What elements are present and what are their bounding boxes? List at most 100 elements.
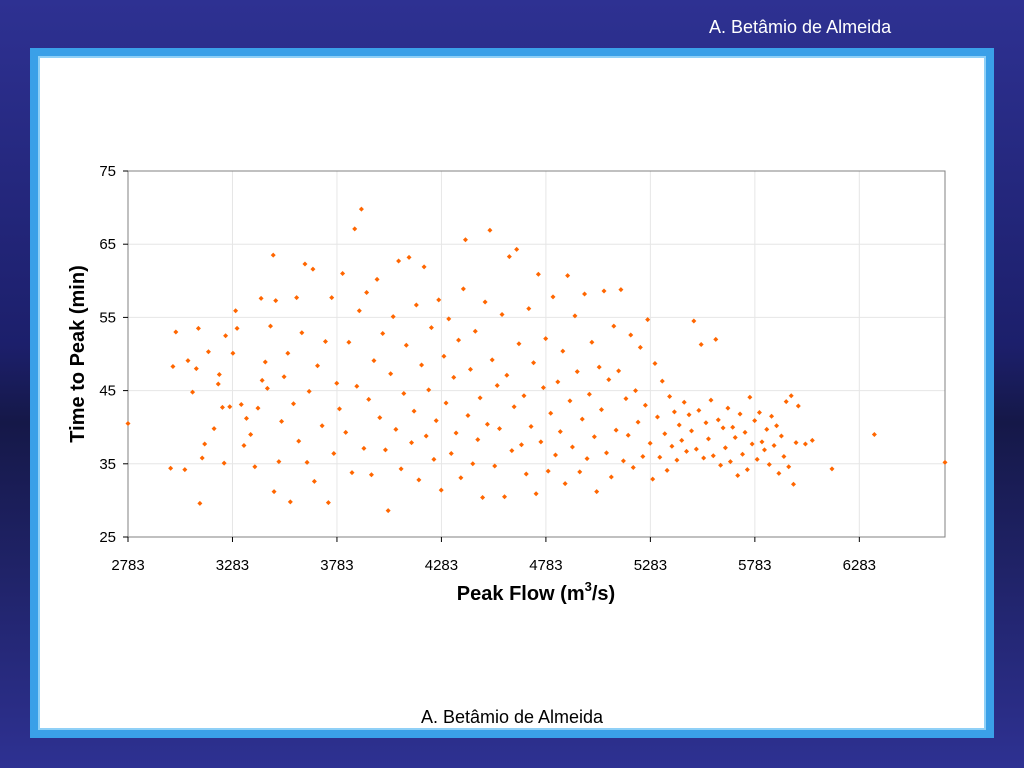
data-point <box>366 396 372 402</box>
data-point <box>234 325 240 331</box>
data-point <box>216 371 222 377</box>
data-point <box>640 453 646 459</box>
data-point <box>647 440 653 446</box>
data-point <box>538 439 544 445</box>
data-point <box>783 399 789 405</box>
data-point <box>185 358 191 364</box>
data-point <box>691 318 697 324</box>
data-point <box>287 499 293 505</box>
data-point <box>310 266 316 272</box>
data-point <box>230 350 236 356</box>
data-point <box>628 332 634 338</box>
data-point <box>197 500 203 506</box>
data-point <box>618 287 624 293</box>
data-point <box>499 311 505 317</box>
data-point <box>506 254 512 260</box>
axis-ticks: 25 35 45 55 65 75 2783 3283 3783 4283 4783 5283 5783… <box>99 163 876 574</box>
data-point <box>388 371 394 377</box>
data-point <box>594 489 600 495</box>
data-point <box>565 273 571 279</box>
data-point <box>273 298 279 304</box>
y-axis-label: Time to Peak (min) <box>67 265 89 442</box>
data-point <box>258 295 264 301</box>
data-point <box>725 405 731 411</box>
data-point <box>382 447 388 453</box>
data-point <box>492 463 498 469</box>
data-point <box>623 396 629 402</box>
x-tick-label: 6283 <box>843 557 876 574</box>
data-point <box>268 323 274 329</box>
data-point <box>553 452 559 458</box>
data-point <box>472 328 478 334</box>
data-point <box>684 448 690 454</box>
data-point <box>786 464 792 470</box>
data-point <box>475 437 481 443</box>
data-point <box>285 350 291 356</box>
data-point <box>443 400 449 406</box>
data-point <box>241 443 247 448</box>
data-point <box>223 333 229 339</box>
data-point <box>708 397 714 403</box>
data-point <box>477 395 483 401</box>
data-point <box>635 419 641 425</box>
data-point <box>676 422 682 428</box>
data-point <box>776 470 782 476</box>
data-point <box>421 264 427 270</box>
data-point <box>290 401 296 407</box>
data-point <box>306 388 312 394</box>
data-point <box>393 426 399 432</box>
data-point <box>669 443 675 449</box>
data-point <box>756 410 762 416</box>
data-point <box>480 494 486 500</box>
data-point <box>642 402 648 408</box>
x-axis-label: Peak Flow (m3/s) <box>457 579 615 605</box>
data-point <box>460 286 466 292</box>
data-point <box>523 471 529 477</box>
data-point <box>346 339 352 345</box>
data-point <box>377 415 383 421</box>
data-point <box>271 489 277 495</box>
data-point <box>637 344 643 350</box>
data-point <box>720 425 726 431</box>
data-point <box>374 276 380 282</box>
data-point <box>304 459 310 465</box>
y-tick-label: 35 <box>99 456 116 473</box>
data-point <box>489 357 495 363</box>
y-tick-label: 75 <box>99 163 116 180</box>
data-point <box>521 393 527 399</box>
data-point <box>276 459 282 465</box>
data-point <box>364 290 370 296</box>
x-tick-label: 5283 <box>634 557 667 574</box>
y-tick-label: 65 <box>99 236 116 253</box>
data-point <box>494 382 500 388</box>
data-point <box>409 440 415 446</box>
data-point <box>199 455 205 461</box>
data-point <box>579 416 585 422</box>
data-point <box>689 428 695 434</box>
data-point <box>279 418 285 424</box>
data-point <box>413 302 419 308</box>
data-point <box>560 348 566 354</box>
data-point <box>352 226 358 232</box>
data-point <box>182 467 188 473</box>
data-point <box>243 415 249 421</box>
data-point <box>396 258 402 264</box>
data-point <box>809 437 815 443</box>
data-point <box>584 456 590 462</box>
data-point <box>562 481 568 487</box>
data-point <box>633 388 639 394</box>
data-point <box>752 418 758 424</box>
data-point <box>664 467 670 473</box>
data-point <box>761 447 767 453</box>
data-point <box>589 339 595 345</box>
data-point <box>315 363 321 369</box>
data-point <box>465 412 471 418</box>
data-point <box>598 407 604 413</box>
data-point <box>596 364 602 370</box>
data-point <box>294 295 300 301</box>
data-point <box>511 404 517 410</box>
data-point <box>759 439 765 445</box>
data-point <box>406 254 412 260</box>
data-point <box>448 451 454 457</box>
